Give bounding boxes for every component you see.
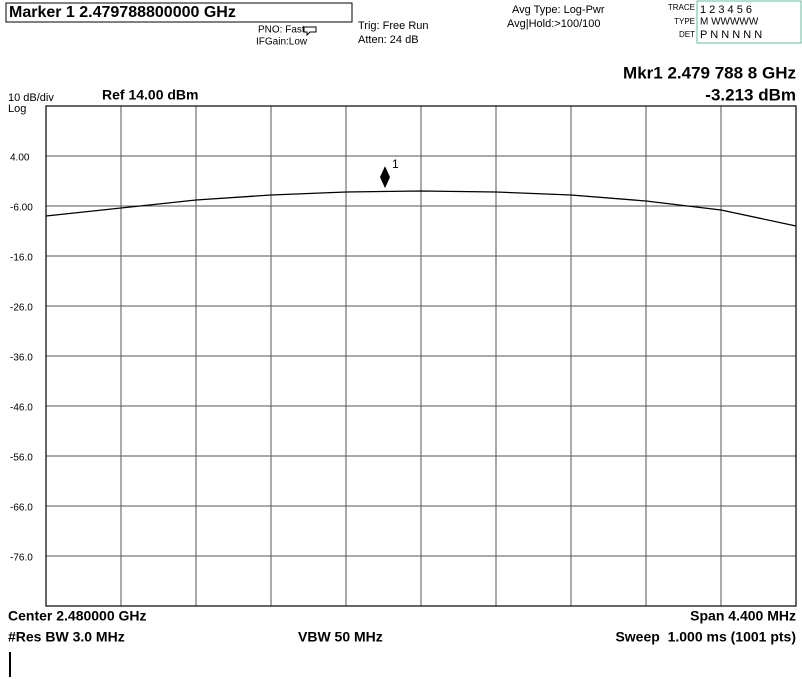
title-box [5,2,353,23]
trace-values: 1 2 3 4 5 6 [700,4,752,16]
title: Marker 1 2.479788800000 GHz [9,4,236,21]
det-values: P N N N N N [700,29,762,41]
marker-frequency: Mkr1 2.479 788 8 GHz [623,63,796,82]
avg-type: Avg Type: Log-Pwr [512,4,605,16]
scale-per-div: 10 dB/div [8,92,54,104]
sweep: Sweep 1.000 ms (1001 pts) [615,629,796,645]
marker-level: -3.213 dBm [705,85,796,104]
pno: PNO: Fast [258,25,305,36]
y-tick-label: -56.0 [10,453,33,464]
ref-level: Ref 14.00 dBm [102,87,198,103]
y-tick-label: -76.0 [10,553,33,564]
rbw: #Res BW 3.0 MHz [8,629,125,645]
type-values: M WWWWW [700,17,759,28]
y-tick-label: -46.0 [10,403,33,414]
ifgain: IFGain:Low [256,37,308,48]
type-label: TYPE [674,17,695,26]
trace-box [696,0,802,44]
center-freq: Center 2.480000 GHz [8,608,147,624]
y-tick-label: -36.0 [10,353,33,364]
trace [45,190,797,227]
marker-label: 1 [392,157,399,171]
y-tick-label: -26.0 [10,303,33,314]
trace-label: TRACE [668,3,695,12]
plot-frame [45,105,797,607]
det-label: DET [679,30,695,39]
y-tick-label: 4.00 [10,153,30,164]
marker [380,166,390,189]
avg-hold: Avg|Hold:>100/100 [507,18,600,30]
y-tick-label: -66.0 [10,503,33,514]
vbw: VBW 50 MHz [298,629,383,645]
scale-mode: Log [8,103,26,115]
atten: Atten: 24 dB [358,34,419,46]
pno-icon [303,26,317,37]
y-tick-label: -16.0 [10,253,33,264]
trig: Trig: Free Run [358,20,429,32]
y-tick-label: -6.00 [10,203,33,214]
span: Span 4.400 MHz [690,608,796,624]
